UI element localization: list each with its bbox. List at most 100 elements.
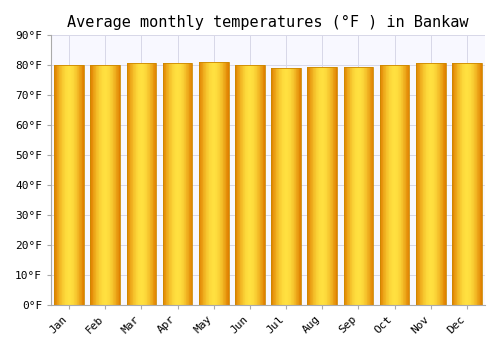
Bar xyxy=(460,63,461,305)
Bar xyxy=(357,67,358,304)
Bar xyxy=(461,63,462,305)
Bar xyxy=(163,63,164,305)
Bar xyxy=(397,65,398,304)
Bar xyxy=(390,65,391,304)
Bar xyxy=(458,63,459,305)
Bar xyxy=(144,63,145,305)
Bar xyxy=(422,63,424,305)
Bar xyxy=(190,63,191,305)
Bar xyxy=(352,67,353,304)
Bar xyxy=(453,63,454,305)
Bar xyxy=(348,67,349,304)
Bar xyxy=(470,63,472,305)
Bar xyxy=(238,65,239,304)
Bar xyxy=(111,65,112,304)
Bar xyxy=(143,63,144,305)
Bar xyxy=(56,65,57,304)
Bar xyxy=(94,65,95,304)
Bar xyxy=(434,63,435,305)
Bar xyxy=(420,63,421,305)
Bar xyxy=(76,65,78,304)
Bar xyxy=(62,65,63,304)
Bar xyxy=(290,68,292,304)
Bar xyxy=(324,67,325,304)
Bar xyxy=(296,68,297,304)
Bar xyxy=(362,67,363,304)
Bar xyxy=(107,65,108,304)
Bar xyxy=(69,65,70,304)
Bar xyxy=(101,65,102,304)
Bar xyxy=(276,68,277,304)
Bar xyxy=(297,68,298,304)
Bar xyxy=(142,63,143,305)
Bar xyxy=(468,63,469,305)
Bar xyxy=(476,63,478,305)
Bar xyxy=(81,65,82,304)
Bar xyxy=(293,68,294,304)
Bar xyxy=(280,68,281,304)
Bar xyxy=(73,65,74,304)
Bar xyxy=(274,68,275,304)
Bar xyxy=(350,67,351,304)
Bar xyxy=(308,67,337,304)
Bar xyxy=(474,63,475,305)
Bar xyxy=(286,68,287,304)
Bar xyxy=(131,63,132,305)
Bar xyxy=(364,67,365,304)
Bar xyxy=(353,67,354,304)
Bar xyxy=(277,68,278,304)
Bar xyxy=(221,62,222,304)
Bar xyxy=(275,68,276,304)
Bar xyxy=(254,65,255,304)
Bar xyxy=(114,65,115,304)
Bar xyxy=(310,67,311,304)
Bar xyxy=(137,63,138,305)
Bar xyxy=(103,65,104,304)
Bar xyxy=(61,65,62,304)
Bar xyxy=(118,65,120,304)
Bar xyxy=(224,62,225,304)
Bar xyxy=(359,67,360,304)
Bar xyxy=(188,63,190,305)
Bar xyxy=(365,67,366,304)
Bar xyxy=(54,65,84,304)
Bar xyxy=(72,65,73,304)
Bar xyxy=(325,67,326,304)
Bar xyxy=(126,63,156,305)
Bar xyxy=(74,65,75,304)
Bar xyxy=(315,67,316,304)
Bar xyxy=(213,62,214,304)
Bar xyxy=(164,63,165,305)
Bar xyxy=(246,65,247,304)
Bar xyxy=(360,67,362,304)
Bar xyxy=(218,62,219,304)
Bar xyxy=(115,65,116,304)
Bar xyxy=(253,65,254,304)
Bar xyxy=(63,65,64,304)
Bar xyxy=(109,65,110,304)
Bar xyxy=(272,68,273,304)
Bar xyxy=(183,63,184,305)
Bar xyxy=(58,65,59,304)
Bar xyxy=(66,65,67,304)
Bar xyxy=(130,63,131,305)
Bar xyxy=(106,65,107,304)
Bar xyxy=(459,63,460,305)
Bar xyxy=(135,63,136,305)
Bar xyxy=(464,63,466,305)
Bar xyxy=(225,62,226,304)
Bar xyxy=(329,67,330,304)
Bar xyxy=(394,65,396,304)
Bar xyxy=(344,67,374,304)
Bar xyxy=(166,63,167,305)
Bar xyxy=(260,65,261,304)
Bar xyxy=(104,65,106,304)
Bar xyxy=(222,62,224,304)
Bar xyxy=(145,63,146,305)
Bar xyxy=(441,63,442,305)
Bar xyxy=(250,65,252,304)
Bar xyxy=(149,63,150,305)
Bar xyxy=(438,63,439,305)
Bar xyxy=(334,67,335,304)
Bar xyxy=(249,65,250,304)
